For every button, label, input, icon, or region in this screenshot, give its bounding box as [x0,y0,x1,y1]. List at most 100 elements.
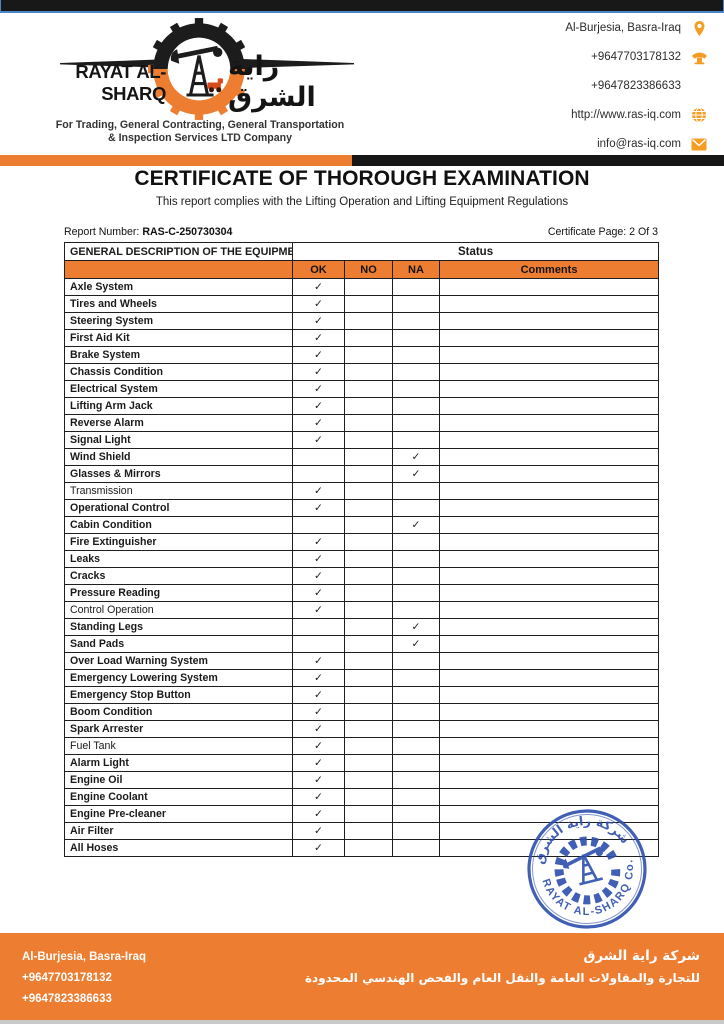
na-checkmark-cell [392,312,440,330]
equipment-label: Spark Arrester [64,720,293,738]
column-header-ok: OK [292,260,345,279]
ok-checkmark-cell: ✓ [292,363,345,381]
no-checkmark-cell [344,278,393,296]
no-checkmark-cell [344,516,393,534]
na-checkmark-cell [392,533,440,551]
logo-swoosh-right-icon [242,59,354,68]
report-meta-line: Report Number: RAS-C-250730304 Certifica… [64,226,658,238]
equipment-label: Glasses & Mirrors [64,465,293,483]
na-checkmark-cell [392,363,440,381]
comments-cell [438,329,660,347]
table-row: Transmission ✓ [64,482,660,500]
equipment-label: Reverse Alarm [64,414,293,432]
equipment-label: Boom Condition [64,703,293,721]
comments-cell [438,754,660,772]
ok-checkmark-cell: ✓ [292,839,345,857]
footer-description-arabic: للتجارة والمقاولات العامة والنقل العام و… [304,971,700,985]
ok-checkmark-cell: ✓ [292,703,345,721]
table-row: Boom Condition ✓ [64,703,660,721]
na-checkmark-cell [392,839,440,857]
table-row: Emergency Lowering System ✓ [64,669,660,687]
envelope-icon [690,136,708,153]
contact-email: info@ras-iq.com [408,136,708,152]
equipment-status-table: GENERAL DESCRIPTION OF THE EQUIPMENT Sta… [64,242,660,857]
na-checkmark-cell [392,686,440,704]
comments-cell [438,312,660,330]
comments-cell [438,414,660,432]
ok-checkmark-cell: ✓ [292,686,345,704]
comments-cell [438,380,660,398]
ok-checkmark-cell: ✓ [292,499,345,517]
no-checkmark-cell [344,584,393,602]
gear-pumpjack-logo-icon [148,18,250,120]
na-checkmark-cell [392,737,440,755]
no-checkmark-cell [344,618,393,636]
comments-cell [438,550,660,568]
ok-checkmark-cell: ✓ [292,397,345,415]
na-checkmark-cell [392,669,440,687]
comments-cell [438,499,660,517]
table-row: Engine Oil ✓ [64,771,660,789]
na-checkmark-cell [392,652,440,670]
comments-cell [438,652,660,670]
table-row: Wind Shield ✓ [64,448,660,466]
tagline-line1: For Trading, General Contracting, Genera… [55,119,345,131]
website-text: http://www.ras-iq.com [571,109,681,121]
equipment-rows: Axle System ✓ Tires and Wheels ✓ Steerin… [64,278,660,857]
no-checkmark-cell [344,788,393,806]
table-row: Signal Light ✓ [64,431,660,449]
ok-checkmark-cell: ✓ [292,737,345,755]
no-checkmark-cell [344,567,393,585]
no-checkmark-cell [344,550,393,568]
report-number-label: Report Number: [64,226,140,238]
phone-1-text: +9647703178132 [591,51,681,63]
ok-checkmark-cell: ✓ [292,720,345,738]
comments-cell [438,669,660,687]
equipment-label: Transmission [64,482,293,500]
report-number-value: RAS-C-250730304 [142,226,233,238]
comments-cell [438,482,660,500]
ok-checkmark-cell: ✓ [292,601,345,619]
comments-cell [438,584,660,602]
address-text: Al-Burjesia, Basra-Iraq [565,22,681,34]
globe-icon [690,107,708,124]
equipment-label: Emergency Stop Button [64,686,293,704]
column-header-comments: Comments [438,260,660,279]
header-divider-bar [0,155,724,166]
table-row: Sand Pads ✓ [64,635,660,653]
table-header-row-2: OK NO NA Comments [64,260,660,279]
contact-phone-1: +9647703178132 [408,49,708,65]
comments-cell [438,346,660,364]
table-row: Leaks ✓ [64,550,660,568]
header: RAYAT AL-SHARQ راية الشرق For Trading, G… [0,15,724,155]
contact-address: Al-Burjesia, Basra-Iraq [408,20,708,36]
equipment-label: Tires and Wheels [64,295,293,313]
ok-checkmark-cell: ✓ [292,414,345,432]
comments-cell [438,363,660,381]
certificate-subtitle: This report complies with the Lifting Op… [155,196,569,208]
comments-cell [438,278,660,296]
equipment-label: Wind Shield [64,448,293,466]
table-row: Operational Control ✓ [64,499,660,517]
ok-checkmark-cell [292,448,345,466]
na-checkmark-cell: ✓ [392,635,440,653]
na-checkmark-cell [392,295,440,313]
table-row: Chassis Condition ✓ [64,363,660,381]
no-checkmark-cell [344,771,393,789]
report-number: Report Number: RAS-C-250730304 [64,226,232,238]
ok-checkmark-cell: ✓ [292,431,345,449]
na-checkmark-cell [392,482,440,500]
ok-checkmark-cell: ✓ [292,754,345,772]
na-checkmark-cell [392,346,440,364]
table-row: Glasses & Mirrors ✓ [64,465,660,483]
company-stamp: شركة راية الشرق RAYAT AL-SHARQ Co. [496,778,678,960]
ok-checkmark-cell: ✓ [292,669,345,687]
ok-checkmark-cell: ✓ [292,805,345,823]
equipment-label: All Hoses [64,839,293,857]
equipment-label: Sand Pads [64,635,293,653]
equipment-label: Engine Pre-cleaner [64,805,293,823]
company-name-english: RAYAT AL-SHARQ [75,61,166,104]
comments-cell [438,295,660,313]
table-row: Axle System ✓ [64,278,660,296]
